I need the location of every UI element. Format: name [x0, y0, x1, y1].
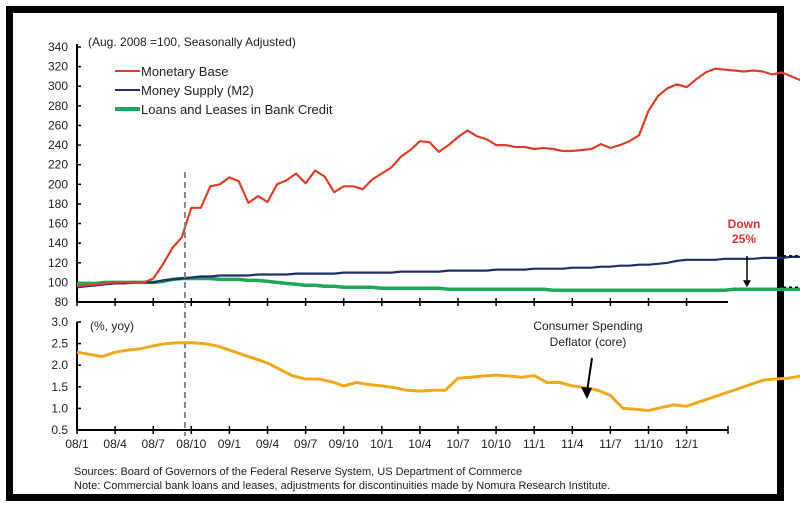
x-tick-label: 11/4	[561, 437, 584, 451]
x-tick-label: 10/1	[370, 437, 394, 451]
top-y-tick-label: 200	[48, 177, 68, 191]
bottom-x-axis: 08/1 08/4 08/7 08/10 09/1 09/4 09/7 09/10 10/1 10…	[65, 426, 728, 451]
top-y-tick-label: 300	[48, 79, 68, 93]
top-y-tick-label: 120	[48, 256, 68, 270]
x-tick-label: 12/1	[675, 437, 699, 451]
top-y-tick-label: 140	[48, 236, 68, 250]
x-tick-label: 11/10	[634, 437, 663, 451]
x-tick-label: 08/10	[176, 437, 206, 451]
top-y-tick-label: 260	[48, 118, 68, 132]
x-tick-label: 10/10	[481, 437, 511, 451]
bottom-chart-title: (%, yoy)	[90, 319, 134, 333]
legend-label: Monetary Base	[141, 64, 228, 79]
top-y-tick-label: 280	[48, 99, 68, 113]
down-percent-label: 25%	[732, 232, 756, 246]
x-tick-label: 09/4	[256, 437, 280, 451]
bottom-y-tick-label: 3.0	[51, 315, 68, 329]
top-y-tick-label: 80	[55, 295, 69, 309]
down-arrowhead	[743, 280, 751, 287]
bottom-y-tick-label: 2.5	[51, 337, 68, 351]
deflator-arrow	[587, 358, 592, 392]
top-y-tick-label: 220	[48, 158, 68, 172]
top-chart-title: (Aug. 2008 =100, Seasonally Adjusted)	[88, 35, 296, 49]
deflator-annotation: Consumer Spending Deflator (core)	[533, 319, 642, 399]
deflator-annotation-line1: Consumer Spending	[533, 319, 642, 333]
chart-canvas: (Aug. 2008 =100, Seasonally Adjusted) Mo…	[0, 0, 800, 517]
x-tick-label: 08/1	[65, 437, 89, 451]
bottom-y-axis: 0.5 1.0 1.5 2.0 2.5 3.0	[51, 315, 81, 437]
x-tick-label: 09/1	[218, 437, 242, 451]
top-y-tick-label: 340	[48, 40, 68, 54]
x-tick-label: 08/7	[142, 437, 166, 451]
x-tick-label: 10/4	[408, 437, 432, 451]
sources-note: Sources: Board of Governors of the Feder…	[74, 466, 522, 478]
top-y-tick-label: 180	[48, 197, 68, 211]
x-tick-label: 11/7	[599, 437, 622, 451]
x-tick-label: 09/7	[294, 437, 318, 451]
legend-label: Money Supply (M2)	[141, 83, 254, 98]
deflator-arrowhead	[581, 387, 592, 399]
legend-label: Loans and Leases in Bank Credit	[141, 102, 333, 117]
top-x-axis	[77, 298, 728, 306]
top-y-tick-label: 320	[48, 60, 68, 74]
x-tick-label: 08/4	[103, 437, 127, 451]
top-y-tick-label: 100	[48, 275, 68, 289]
x-tick-label: 11/1	[523, 437, 546, 451]
down-annotation: Down 25%	[728, 217, 800, 287]
top-y-tick-label: 240	[48, 138, 68, 152]
legend: Monetary Base Money Supply (M2) Loans and …	[115, 64, 333, 117]
bottom-y-tick-label: 0.5	[51, 423, 68, 437]
bottom-y-tick-label: 1.0	[51, 401, 68, 415]
x-tick-label: 10/7	[446, 437, 470, 451]
bottom-y-tick-label: 2.0	[51, 358, 68, 372]
footnote: Note: Commercial bank loans and leases, …	[74, 480, 610, 492]
bottom-y-tick-label: 1.5	[51, 380, 68, 394]
top-y-axis: 80 100 120 140 160 180 200 220 240 260 280 300 320 34…	[48, 40, 81, 309]
down-label: Down	[728, 217, 761, 231]
x-tick-label: 09/10	[329, 437, 359, 451]
top-y-tick-label: 160	[48, 217, 68, 231]
deflator-annotation-line2: Deflator (core)	[550, 335, 627, 349]
